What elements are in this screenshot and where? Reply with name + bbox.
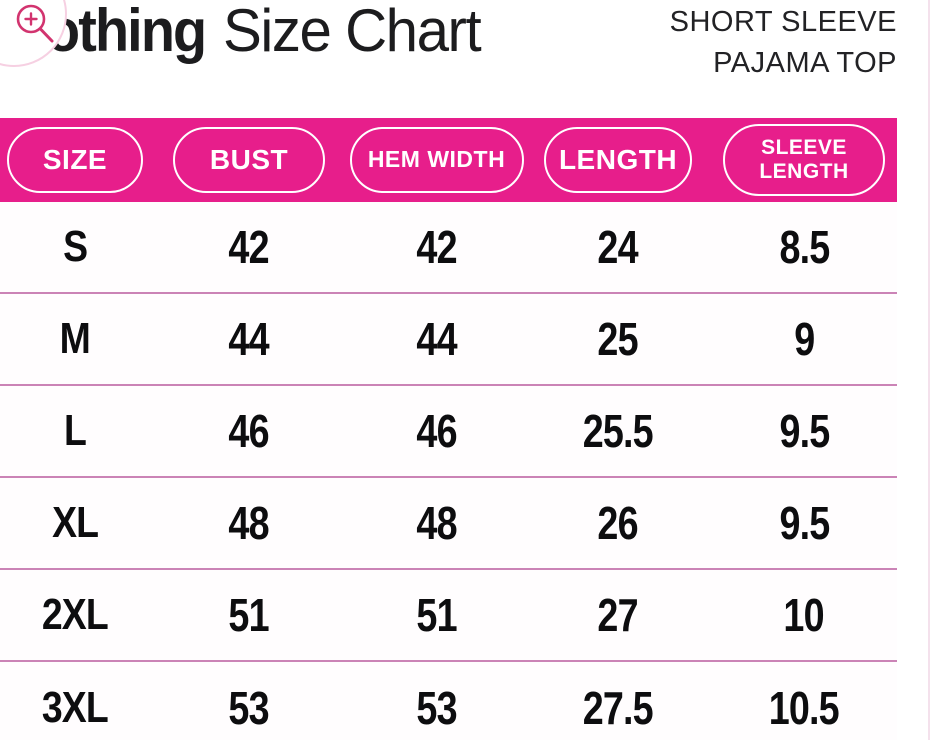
sleeve-length-value: 10	[783, 589, 825, 641]
zoom-in-icon[interactable]	[12, 2, 58, 48]
column-header-hem-width: HEM WIDTH	[349, 127, 524, 193]
page-title-size-chart: Size Chart	[223, 0, 482, 64]
length-value: 25.5	[582, 405, 654, 457]
table-row-s: S 42 42 24 8.5	[0, 202, 897, 294]
column-header-sleeve-length: SLEEVE LENGTH	[723, 124, 885, 196]
column-header-cell-sleeve-length: SLEEVE LENGTH	[711, 118, 897, 202]
column-header-cell-hem-width: HEM WIDTH	[348, 118, 525, 202]
sleeve-length-value: 10.5	[768, 682, 840, 734]
bust-value: 51	[228, 589, 270, 641]
table-row-l: L 46 46 25.5 9.5	[0, 386, 897, 478]
bust-value: 44	[228, 313, 270, 365]
bust-value: 46	[228, 405, 270, 457]
bust-value: 53	[228, 682, 270, 734]
page-title-brand-fragment: othing	[46, 0, 207, 64]
page-edge-divider	[928, 0, 930, 740]
hem-width-value: 42	[416, 221, 457, 273]
sleeve-length-value: 9.5	[779, 405, 830, 457]
column-header-length: LENGTH	[544, 127, 692, 193]
length-value: 26	[597, 497, 639, 549]
product-title: SHORT SLEEVE PAJAMA TOP	[670, 2, 897, 83]
table-row-xl: XL 48 48 26 9.5	[0, 478, 897, 570]
page-title: othing Size Chart	[46, 0, 488, 65]
hem-width-value: 53	[416, 682, 457, 734]
hem-width-value: 46	[416, 405, 457, 457]
column-header-bust: BUST	[173, 127, 325, 193]
size-label: XL	[51, 498, 99, 547]
product-title-line1: SHORT SLEEVE	[669, 6, 897, 38]
hem-width-value: 44	[416, 313, 457, 365]
column-header-cell-length: LENGTH	[525, 118, 711, 202]
column-header-cell-bust: BUST	[150, 118, 348, 202]
bust-value: 48	[228, 497, 270, 549]
size-label: S	[62, 222, 88, 271]
size-label: 2XL	[41, 590, 109, 639]
length-value: 24	[597, 221, 639, 273]
length-value: 27.5	[582, 682, 654, 734]
hem-width-value: 48	[416, 497, 457, 549]
product-title-line2: PAJAMA TOP	[713, 46, 897, 79]
size-chart-body: S 42 42 24 8.5 M 44 44 25 9 L 46 46 25.5…	[0, 202, 897, 740]
length-value: 27	[597, 589, 639, 641]
column-header-cell-size: SIZE	[0, 118, 150, 202]
size-label: M	[59, 314, 91, 363]
column-header-size: SIZE	[7, 127, 143, 193]
table-row-m: M 44 44 25 9	[0, 294, 897, 386]
sleeve-length-value: 9.5	[779, 497, 830, 549]
size-chart-header-row: SIZE BUST HEM WIDTH LENGTH SLEEVE LENGTH	[0, 118, 897, 202]
length-value: 25	[597, 313, 639, 365]
size-label: L	[63, 406, 87, 455]
size-label: 3XL	[41, 683, 109, 732]
sleeve-length-value: 9	[793, 313, 815, 365]
hem-width-value: 51	[416, 589, 457, 641]
table-row-2xl: 2XL 51 51 27 10	[0, 570, 897, 662]
sleeve-length-value: 8.5	[779, 221, 830, 273]
table-row-3xl: 3XL 53 53 27.5 10.5	[0, 662, 897, 740]
bust-value: 42	[228, 221, 270, 273]
